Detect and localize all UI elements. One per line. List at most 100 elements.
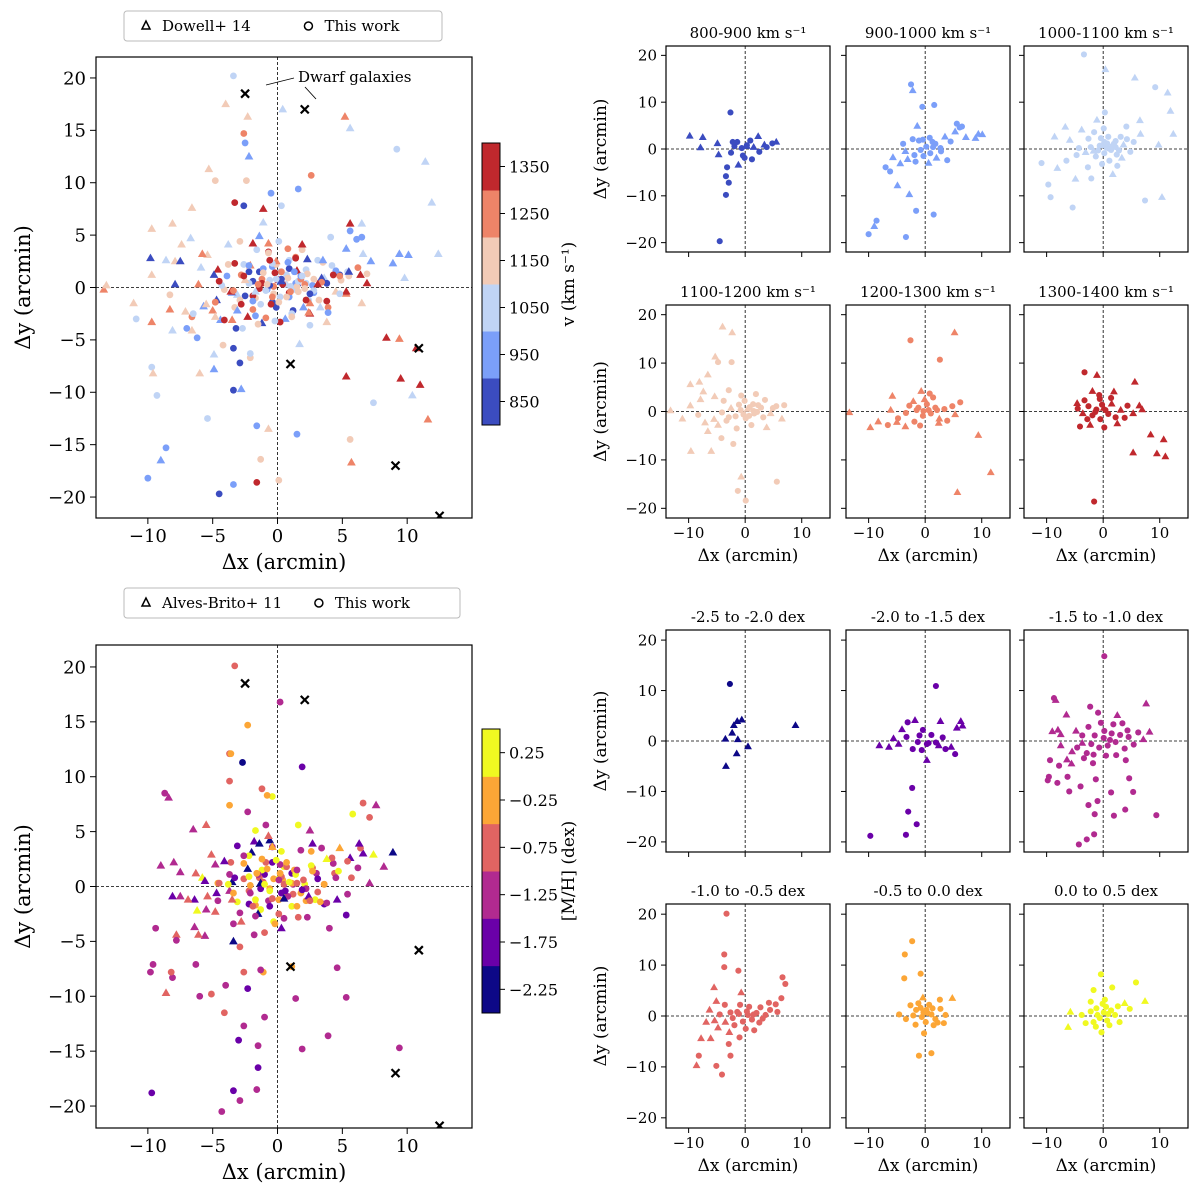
dwarf-cross-stroke <box>299 104 310 115</box>
data-point-triangle <box>1141 997 1149 1004</box>
data-point-triangle <box>737 715 746 723</box>
data-point-triangle <box>733 735 742 743</box>
data-point-circle <box>734 487 741 494</box>
plot-area <box>846 46 1010 252</box>
x-tick-label: 0 <box>920 1134 930 1152</box>
data-point-triangle <box>212 888 221 897</box>
data-point-circle <box>249 297 257 305</box>
y-tick-label: −10 <box>625 783 657 801</box>
data-point-circle <box>1087 998 1094 1005</box>
data-point-triangle <box>305 825 315 834</box>
data-point-triangle <box>308 839 317 847</box>
y-tick-label: −10 <box>48 383 86 404</box>
data-point-triangle <box>407 390 417 399</box>
data-point-circle <box>779 974 786 981</box>
data-point-circle <box>1085 135 1092 142</box>
data-point-triangle <box>187 325 197 334</box>
data-point-triangle <box>196 262 206 271</box>
data-point-triangle <box>711 352 720 360</box>
data-point-circle <box>756 148 763 155</box>
data-point-circle <box>907 1002 914 1009</box>
data-point-triangle <box>277 276 286 285</box>
data-point-circle <box>230 287 237 295</box>
data-point-triangle <box>175 867 185 876</box>
dwarf-cross-stroke <box>299 695 310 705</box>
data-point-circle <box>1127 148 1134 155</box>
data-point-circle <box>325 924 333 932</box>
y-tick-label: −10 <box>625 451 657 469</box>
dwarf-galaxy-marker <box>285 961 296 972</box>
data-point-circle <box>335 867 342 875</box>
data-point-circle <box>314 875 322 883</box>
data-point-circle <box>919 726 926 733</box>
data-point-triangle <box>169 857 179 866</box>
data-point-triangle <box>956 717 965 725</box>
data-point-triangle <box>974 431 983 438</box>
data-point-circle <box>944 417 951 424</box>
data-point-triangle <box>379 862 389 870</box>
legend: Dowell+ 14 This work <box>123 10 443 42</box>
data-point-circle <box>907 81 915 88</box>
data-point-circle <box>912 158 919 165</box>
data-point-circle <box>884 421 891 429</box>
data-point-circle <box>913 821 920 828</box>
data-point-circle <box>750 401 757 408</box>
data-point-circle <box>254 280 262 288</box>
x-tick-label: 0 <box>1098 1134 1108 1152</box>
data-point-circle <box>167 968 175 976</box>
data-point-circle <box>230 1087 237 1095</box>
main-panel-main-velocity: −10 −5 0 5 10 −20 −15 −10 −5 0 5 10 15 20 Δx (arcmin) Δ… <box>11 10 579 574</box>
data-point-triangle <box>1050 132 1059 140</box>
data-point-triangle <box>317 273 326 282</box>
y-tick-label: −20 <box>625 1109 657 1127</box>
data-point-circle <box>144 474 152 482</box>
data-point-circle <box>1091 732 1098 739</box>
data-point-circle <box>293 866 301 874</box>
data-point-circle <box>729 138 736 146</box>
data-point-circle <box>720 397 727 404</box>
y-axis-label: Δy (arcmin) <box>11 225 35 350</box>
data-point-circle <box>928 731 935 739</box>
data-point-triangle <box>686 447 695 454</box>
data-point-triangle <box>344 267 354 275</box>
data-point-triangle <box>244 151 254 160</box>
small-panel-main-velocity-4: −10 0 10 Δx (arcmin) 1200-1300 km s⁻¹ <box>841 283 1011 566</box>
data-point-circle <box>336 272 344 280</box>
data-point-circle <box>224 261 232 268</box>
data-point-circle <box>220 316 228 324</box>
panel-title: -1.0 to -0.5 dex <box>691 882 806 900</box>
data-point-circle <box>1091 831 1098 838</box>
data-point-circle <box>1081 397 1088 404</box>
data-point-circle <box>214 897 222 905</box>
data-point-circle <box>773 478 780 485</box>
data-point-triangle <box>190 895 199 903</box>
small-panel-main-velocity-0: −20 −10 0 10 20 Δy (arcmin) 800-900 km s⁻¹ <box>591 24 831 257</box>
data-point-triangle <box>358 848 368 857</box>
data-point-triangle <box>1119 140 1128 148</box>
data-point-circle <box>271 269 279 277</box>
data-point-triangle <box>699 387 708 395</box>
data-point-triangle <box>1065 135 1074 143</box>
data-point-circle <box>748 1016 756 1023</box>
data-point-circle <box>746 412 753 419</box>
data-point-triangle <box>743 404 752 412</box>
data-point-circle <box>912 1021 919 1028</box>
y-tick-label: 0 <box>647 403 657 421</box>
data-point-triangle <box>714 1023 722 1031</box>
colorbar-segment <box>482 284 500 332</box>
data-point-triangle <box>1113 711 1122 718</box>
data-point-circle <box>721 964 728 971</box>
data-point-circle <box>1090 751 1097 758</box>
x-tick-label: 0 <box>272 1136 283 1157</box>
small-panel-main-metallicity-3: −10 0 10 −20 −10 0 10 20 Δx (arcmin) Δy (arcmin) -… <box>591 882 831 1176</box>
data-point-circle <box>734 1008 741 1015</box>
panel-title: -2.5 to -2.0 dex <box>691 608 806 626</box>
data-point-triangle <box>762 423 771 431</box>
data-point-triangle <box>1136 129 1145 137</box>
data-point-triangle <box>243 864 253 872</box>
data-point-circle <box>275 476 283 484</box>
data-point-circle <box>222 981 230 989</box>
data-point-circle <box>751 1027 758 1034</box>
data-point-triangle <box>706 1034 715 1042</box>
data-point-triangle <box>917 387 926 394</box>
